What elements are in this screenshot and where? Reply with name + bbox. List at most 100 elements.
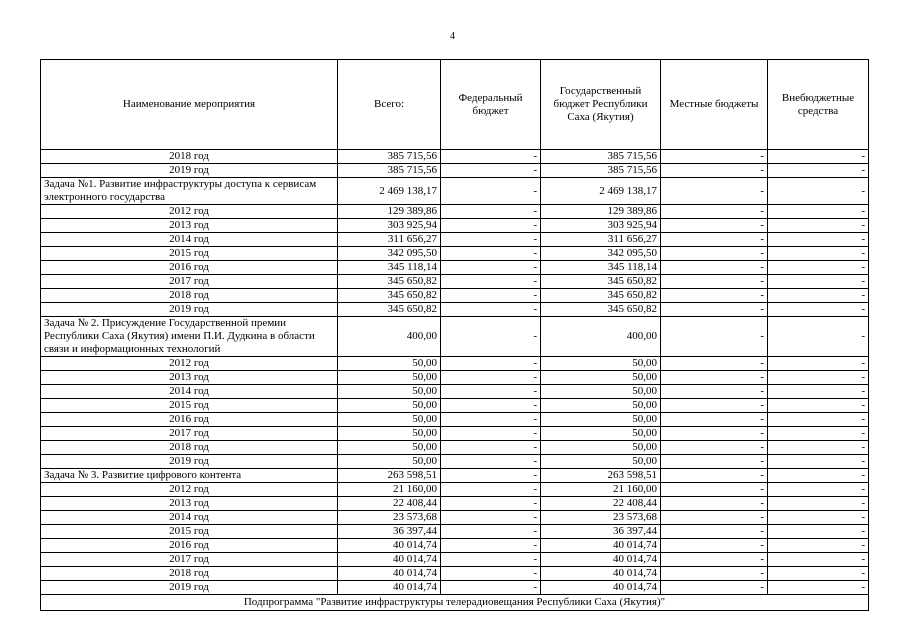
cell-local-budgets: - xyxy=(660,524,768,539)
row-label: Задача №1. Развитие инфраструктуры досту… xyxy=(40,177,338,205)
cell-federal-budget: - xyxy=(440,398,541,413)
cell-state-budget: 50,00 xyxy=(540,356,661,371)
cell-federal-budget: - xyxy=(440,538,541,553)
cell-state-budget: 36 397,44 xyxy=(540,524,661,539)
row-label: 2017 год xyxy=(40,552,338,567)
table-row: 2013 год 50,00 - 50,00 - - xyxy=(40,370,869,385)
cell-federal-budget: - xyxy=(440,482,541,497)
cell-total: 40 014,74 xyxy=(337,538,441,553)
cell-extrabudgetary-funds: - xyxy=(767,370,869,385)
cell-state-budget: 385 715,56 xyxy=(540,163,661,178)
cell-extrabudgetary-funds: - xyxy=(767,149,869,164)
cell-extrabudgetary-funds: - xyxy=(767,468,869,483)
cell-local-budgets: - xyxy=(660,177,768,205)
cell-state-budget: 23 573,68 xyxy=(540,510,661,525)
cell-total: 311 656,27 xyxy=(337,232,441,247)
cell-state-budget: 50,00 xyxy=(540,426,661,441)
cell-total: 50,00 xyxy=(337,454,441,469)
cell-state-budget: 2 469 138,17 xyxy=(540,177,661,205)
column-header-state-budget-sakha: Государственный бюджет Республики Саха (… xyxy=(540,59,661,150)
table-row: 2016 год 345 118,14 - 345 118,14 - - xyxy=(40,260,869,275)
cell-state-budget: 50,00 xyxy=(540,412,661,427)
cell-federal-budget: - xyxy=(440,412,541,427)
cell-state-budget: 385 715,56 xyxy=(540,149,661,164)
table-row: 2016 год 40 014,74 - 40 014,74 - - xyxy=(40,538,869,553)
cell-total: 50,00 xyxy=(337,356,441,371)
cell-state-budget: 400,00 xyxy=(540,316,661,357)
cell-local-budgets: - xyxy=(660,426,768,441)
cell-local-budgets: - xyxy=(660,288,768,303)
row-label: 2015 год xyxy=(40,398,338,413)
cell-federal-budget: - xyxy=(440,177,541,205)
column-header-federal-budget: Федеральный бюджет xyxy=(440,59,541,150)
row-label: 2019 год xyxy=(40,302,338,317)
cell-total: 400,00 xyxy=(337,316,441,357)
column-header-local-budgets: Местные бюджеты xyxy=(660,59,768,150)
cell-state-budget: 345 650,82 xyxy=(540,302,661,317)
cell-extrabudgetary-funds: - xyxy=(767,398,869,413)
cell-state-budget: 50,00 xyxy=(540,454,661,469)
cell-total: 385 715,56 xyxy=(337,163,441,178)
row-label: 2012 год xyxy=(40,204,338,219)
cell-total: 129 389,86 xyxy=(337,204,441,219)
cell-state-budget: 50,00 xyxy=(540,370,661,385)
cell-total: 21 160,00 xyxy=(337,482,441,497)
cell-extrabudgetary-funds: - xyxy=(767,204,869,219)
cell-extrabudgetary-funds: - xyxy=(767,218,869,233)
table-row: 2016 год 50,00 - 50,00 - - xyxy=(40,412,869,427)
column-header-extrabudgetary-funds: Внебюджетные средства xyxy=(767,59,869,150)
cell-total: 40 014,74 xyxy=(337,552,441,567)
cell-federal-budget: - xyxy=(440,426,541,441)
cell-total: 345 650,82 xyxy=(337,274,441,289)
cell-extrabudgetary-funds: - xyxy=(767,384,869,399)
table-row: Задача № 2. Присуждение Государственной … xyxy=(40,316,869,357)
cell-total: 23 573,68 xyxy=(337,510,441,525)
cell-local-budgets: - xyxy=(660,566,768,581)
cell-local-budgets: - xyxy=(660,356,768,371)
cell-federal-budget: - xyxy=(440,524,541,539)
table-body: 2018 год 385 715,56 - 385 715,56 - - 201… xyxy=(40,149,869,595)
cell-extrabudgetary-funds: - xyxy=(767,288,869,303)
cell-state-budget: 263 598,51 xyxy=(540,468,661,483)
cell-local-budgets: - xyxy=(660,246,768,261)
cell-extrabudgetary-funds: - xyxy=(767,426,869,441)
cell-state-budget: 50,00 xyxy=(540,440,661,455)
cell-federal-budget: - xyxy=(440,274,541,289)
cell-total: 50,00 xyxy=(337,426,441,441)
cell-extrabudgetary-funds: - xyxy=(767,232,869,247)
cell-extrabudgetary-funds: - xyxy=(767,302,869,317)
cell-local-budgets: - xyxy=(660,274,768,289)
table-row: 2015 год 36 397,44 - 36 397,44 - - xyxy=(40,524,869,539)
cell-federal-budget: - xyxy=(440,566,541,581)
cell-total: 345 650,82 xyxy=(337,288,441,303)
column-header-total: Всего: xyxy=(337,59,441,150)
cell-state-budget: 345 118,14 xyxy=(540,260,661,275)
subprogram-title: Подпрограмма "Развитие инфраструктуры те… xyxy=(40,594,869,611)
cell-federal-budget: - xyxy=(440,496,541,511)
row-label: 2014 год xyxy=(40,232,338,247)
cell-federal-budget: - xyxy=(440,580,541,595)
cell-state-budget: 345 650,82 xyxy=(540,274,661,289)
table-row: 2017 год 345 650,82 - 345 650,82 - - xyxy=(40,274,869,289)
table-header-row: Наименование мероприятия Всего: Федераль… xyxy=(40,59,869,150)
cell-extrabudgetary-funds: - xyxy=(767,538,869,553)
table-row: Задача № 3. Развитие цифрового контента … xyxy=(40,468,869,483)
cell-local-budgets: - xyxy=(660,163,768,178)
cell-total: 50,00 xyxy=(337,370,441,385)
cell-extrabudgetary-funds: - xyxy=(767,580,869,595)
row-label: 2018 год xyxy=(40,288,338,303)
cell-extrabudgetary-funds: - xyxy=(767,163,869,178)
cell-federal-budget: - xyxy=(440,149,541,164)
row-label: 2014 год xyxy=(40,510,338,525)
cell-federal-budget: - xyxy=(440,440,541,455)
cell-federal-budget: - xyxy=(440,510,541,525)
cell-local-budgets: - xyxy=(660,552,768,567)
cell-federal-budget: - xyxy=(440,302,541,317)
table-row: 2014 год 311 656,27 - 311 656,27 - - xyxy=(40,232,869,247)
row-label: 2018 год xyxy=(40,440,338,455)
row-label: Задача № 3. Развитие цифрового контента xyxy=(40,468,338,483)
cell-federal-budget: - xyxy=(440,163,541,178)
cell-state-budget: 40 014,74 xyxy=(540,538,661,553)
cell-local-budgets: - xyxy=(660,440,768,455)
